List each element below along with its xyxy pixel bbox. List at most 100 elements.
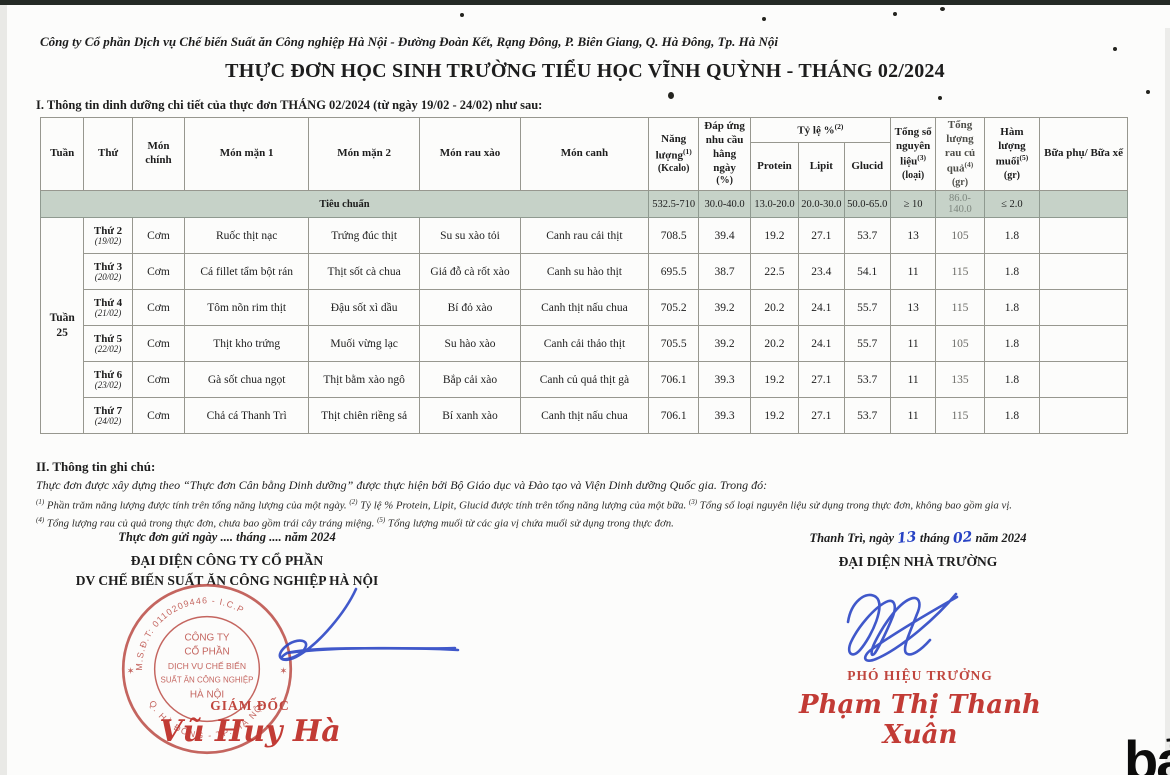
scan-speck xyxy=(940,7,945,11)
fn5-marker: (5) xyxy=(377,516,386,524)
col-rau: Món rau xào xyxy=(419,116,521,192)
cell-ingredients: 11 xyxy=(889,397,937,435)
col-glucid: Glucid xyxy=(843,141,891,192)
cell-demand: 38.7 xyxy=(698,253,751,291)
cell-man1: Thịt kho trứng xyxy=(184,325,310,363)
cell-canh: Canh cải thảo thịt xyxy=(519,325,649,363)
day-cell: Thứ 3 (20/02) xyxy=(83,253,133,291)
cell-glucid: 53.7 xyxy=(843,397,891,435)
col-energy: Năng lượng(1) (Kcalo) xyxy=(647,116,700,192)
section-1-heading: I. Thông tin dinh dưỡng chi tiết của thự… xyxy=(36,98,543,112)
director-signature-tail xyxy=(285,646,460,655)
cell-man1: Tôm nõn rim thịt xyxy=(184,289,310,327)
menu-sent-date-line: Thực đơn gửi ngày .... tháng .... năm 20… xyxy=(118,530,336,544)
col-ratio-label: Tỷ lệ % xyxy=(797,124,835,137)
cell-rau: Giá đỗ cà rốt xào xyxy=(419,253,521,291)
col-demand-label: Đáp ứng nhu cầu hằng ngày xyxy=(704,120,745,174)
cell-demand: 39.2 xyxy=(698,289,751,327)
col-salt: Hàm lượng muối(5) (gr) xyxy=(983,116,1041,192)
col-extra: Bữa phụ/ Bữa xế xyxy=(1039,116,1128,192)
standard-glucid: 50.0-65.0 xyxy=(843,190,891,219)
handwritten-month: 02 xyxy=(952,529,974,547)
scan-edge-top xyxy=(0,0,1170,5)
cell-extra xyxy=(1039,253,1128,291)
handwritten-day: 13 xyxy=(896,529,918,547)
document-title: THỰC ĐƠN HỌC SINH TRƯỜNG TIỂU HỌC VĨNH Q… xyxy=(225,60,945,82)
col-canh: Món canh xyxy=(519,116,649,192)
cell-energy: 705.2 xyxy=(647,289,700,327)
cell-lipit: 27.1 xyxy=(798,217,845,255)
cell-rau: Su su xào tỏi xyxy=(419,217,521,255)
standard-extra xyxy=(1039,190,1128,219)
stamp-center-text: CÔNG TY CỔ PHẦN DỊCH VỤ CHẾ BIẾN SUẤT ĂN… xyxy=(127,633,288,701)
standard-label: Tiêu chuẩn xyxy=(40,190,649,219)
footnote-line-1: (1) Phần trăm năng lượng được tính trên … xyxy=(36,498,1156,512)
company-rep-line-1: ĐẠI DIỆN CÔNG TY CỔ PHẦN xyxy=(130,553,324,568)
place-post: năm 2024 xyxy=(975,531,1027,545)
cell-glucid: 53.7 xyxy=(843,217,891,255)
standard-lipit: 20.0-30.0 xyxy=(798,190,845,219)
standard-salt: ≤ 2.0 xyxy=(983,190,1041,219)
fn-ref-1: (1) xyxy=(682,146,692,156)
cell-main: Cơm xyxy=(131,217,186,255)
menu-row-sat: Thứ 7 (24/02) Cơm Chả cá Thanh Trì Thịt … xyxy=(41,397,1128,435)
cell-ingredients: 13 xyxy=(889,289,937,327)
col-main: Món chính xyxy=(131,116,186,192)
cell-lipit: 27.1 xyxy=(798,397,845,435)
svg-text:✶: ✶ xyxy=(127,665,135,676)
col-week: Tuần xyxy=(39,116,85,192)
cell-energy: 695.5 xyxy=(647,253,700,291)
fn3-marker: (3) xyxy=(688,498,698,506)
school-rep-line: ĐẠI DIỆN NHÀ TRƯỜNG xyxy=(838,554,998,569)
scan-speck xyxy=(893,12,897,16)
fn2-text: Tỷ lệ % Protein, Lipit, Glucid được tính… xyxy=(357,499,689,512)
day-cell: Thứ 4 (21/02) xyxy=(83,289,133,327)
cell-main: Cơm xyxy=(131,397,186,435)
day-date: (20/02) xyxy=(94,271,122,282)
col-man1: Món mặn 1 xyxy=(184,116,310,192)
day-date: (21/02) xyxy=(94,307,122,318)
col-salt-label: Hàm lượng muối xyxy=(995,125,1026,169)
cell-glucid: 54.1 xyxy=(843,253,891,291)
cell-salt: 1.8 xyxy=(983,397,1041,435)
place-mid: tháng xyxy=(919,531,950,545)
cell-man2: Đậu sốt xì dầu xyxy=(308,289,421,327)
cell-salt: 1.8 xyxy=(983,361,1041,399)
fn4-text: Tổng lượng rau củ quả trong thực đơn, ch… xyxy=(44,517,378,530)
notes-intro: Thực đơn được xây dựng theo “Thực đơn Câ… xyxy=(36,478,768,492)
day-name: Thứ 4 xyxy=(93,296,123,309)
menu-row-mon: Tuần 25 Thứ 2 (19/02) Cơm Ruốc thịt nạc … xyxy=(39,217,1128,435)
fn1-text: Phần trăm năng lượng được tính trên tổng… xyxy=(44,499,350,512)
vice-principal-name: Phạm Thị Thanh Xuân xyxy=(799,690,1041,750)
cell-man2: Thịt chiên riềng sả xyxy=(308,397,421,435)
cell-lipit: 27.1 xyxy=(798,361,845,399)
standard-protein: 13.0-20.0 xyxy=(749,190,800,219)
principal-signature-flourish xyxy=(863,592,959,662)
svg-text:HÀ NỘI: HÀ NỘI xyxy=(190,688,224,700)
col-veg: Tổng lượng rau củ quả(4) (gr) xyxy=(935,116,985,192)
cell-ingredients: 11 xyxy=(889,325,937,363)
menu-row-wed: Thứ 4 (21/02) Cơm Tôm nõn rim thịt Đậu s… xyxy=(41,289,1128,327)
cell-protein: 19.2 xyxy=(749,361,800,399)
fn-ref-5: (5) xyxy=(1019,153,1029,163)
cell-demand: 39.3 xyxy=(698,397,751,435)
scan-edge-right xyxy=(1165,28,1170,775)
day-date: (24/02) xyxy=(94,415,122,426)
cell-main: Cơm xyxy=(131,325,186,363)
col-veg-unit: (gr) xyxy=(951,176,969,188)
day-cell: Thứ 2 (19/02) xyxy=(83,217,133,255)
standard-veg: 86.0-140.0 xyxy=(935,190,985,219)
cell-demand: 39.2 xyxy=(698,325,751,363)
nutrition-menu-table: Tuần Thứ Món chính Món mặn 1 Món mặn 2 M… xyxy=(39,116,1128,435)
company-rep-line-2: DV CHẾ BIẾN SUẤT ĂN CÔNG NGHIỆP HÀ NỘI xyxy=(75,572,379,588)
company-stamp: M.S.Đ.T: 0110209446 - I.C.P Q. HÀ ĐÔNG -… xyxy=(121,583,293,755)
cell-canh: Canh rau cải thịt xyxy=(519,217,649,255)
cell-main: Cơm xyxy=(131,253,186,291)
scan-speck xyxy=(460,13,464,17)
director-name: Vũ Huy Hà xyxy=(159,714,341,749)
week-number: 25 xyxy=(56,326,68,339)
place-pre: Thanh Trì, ngày xyxy=(809,531,895,545)
cell-energy: 706.1 xyxy=(647,397,700,435)
col-energy-label: Năng lượng xyxy=(655,132,687,162)
cell-ingredients: 11 xyxy=(889,253,937,291)
